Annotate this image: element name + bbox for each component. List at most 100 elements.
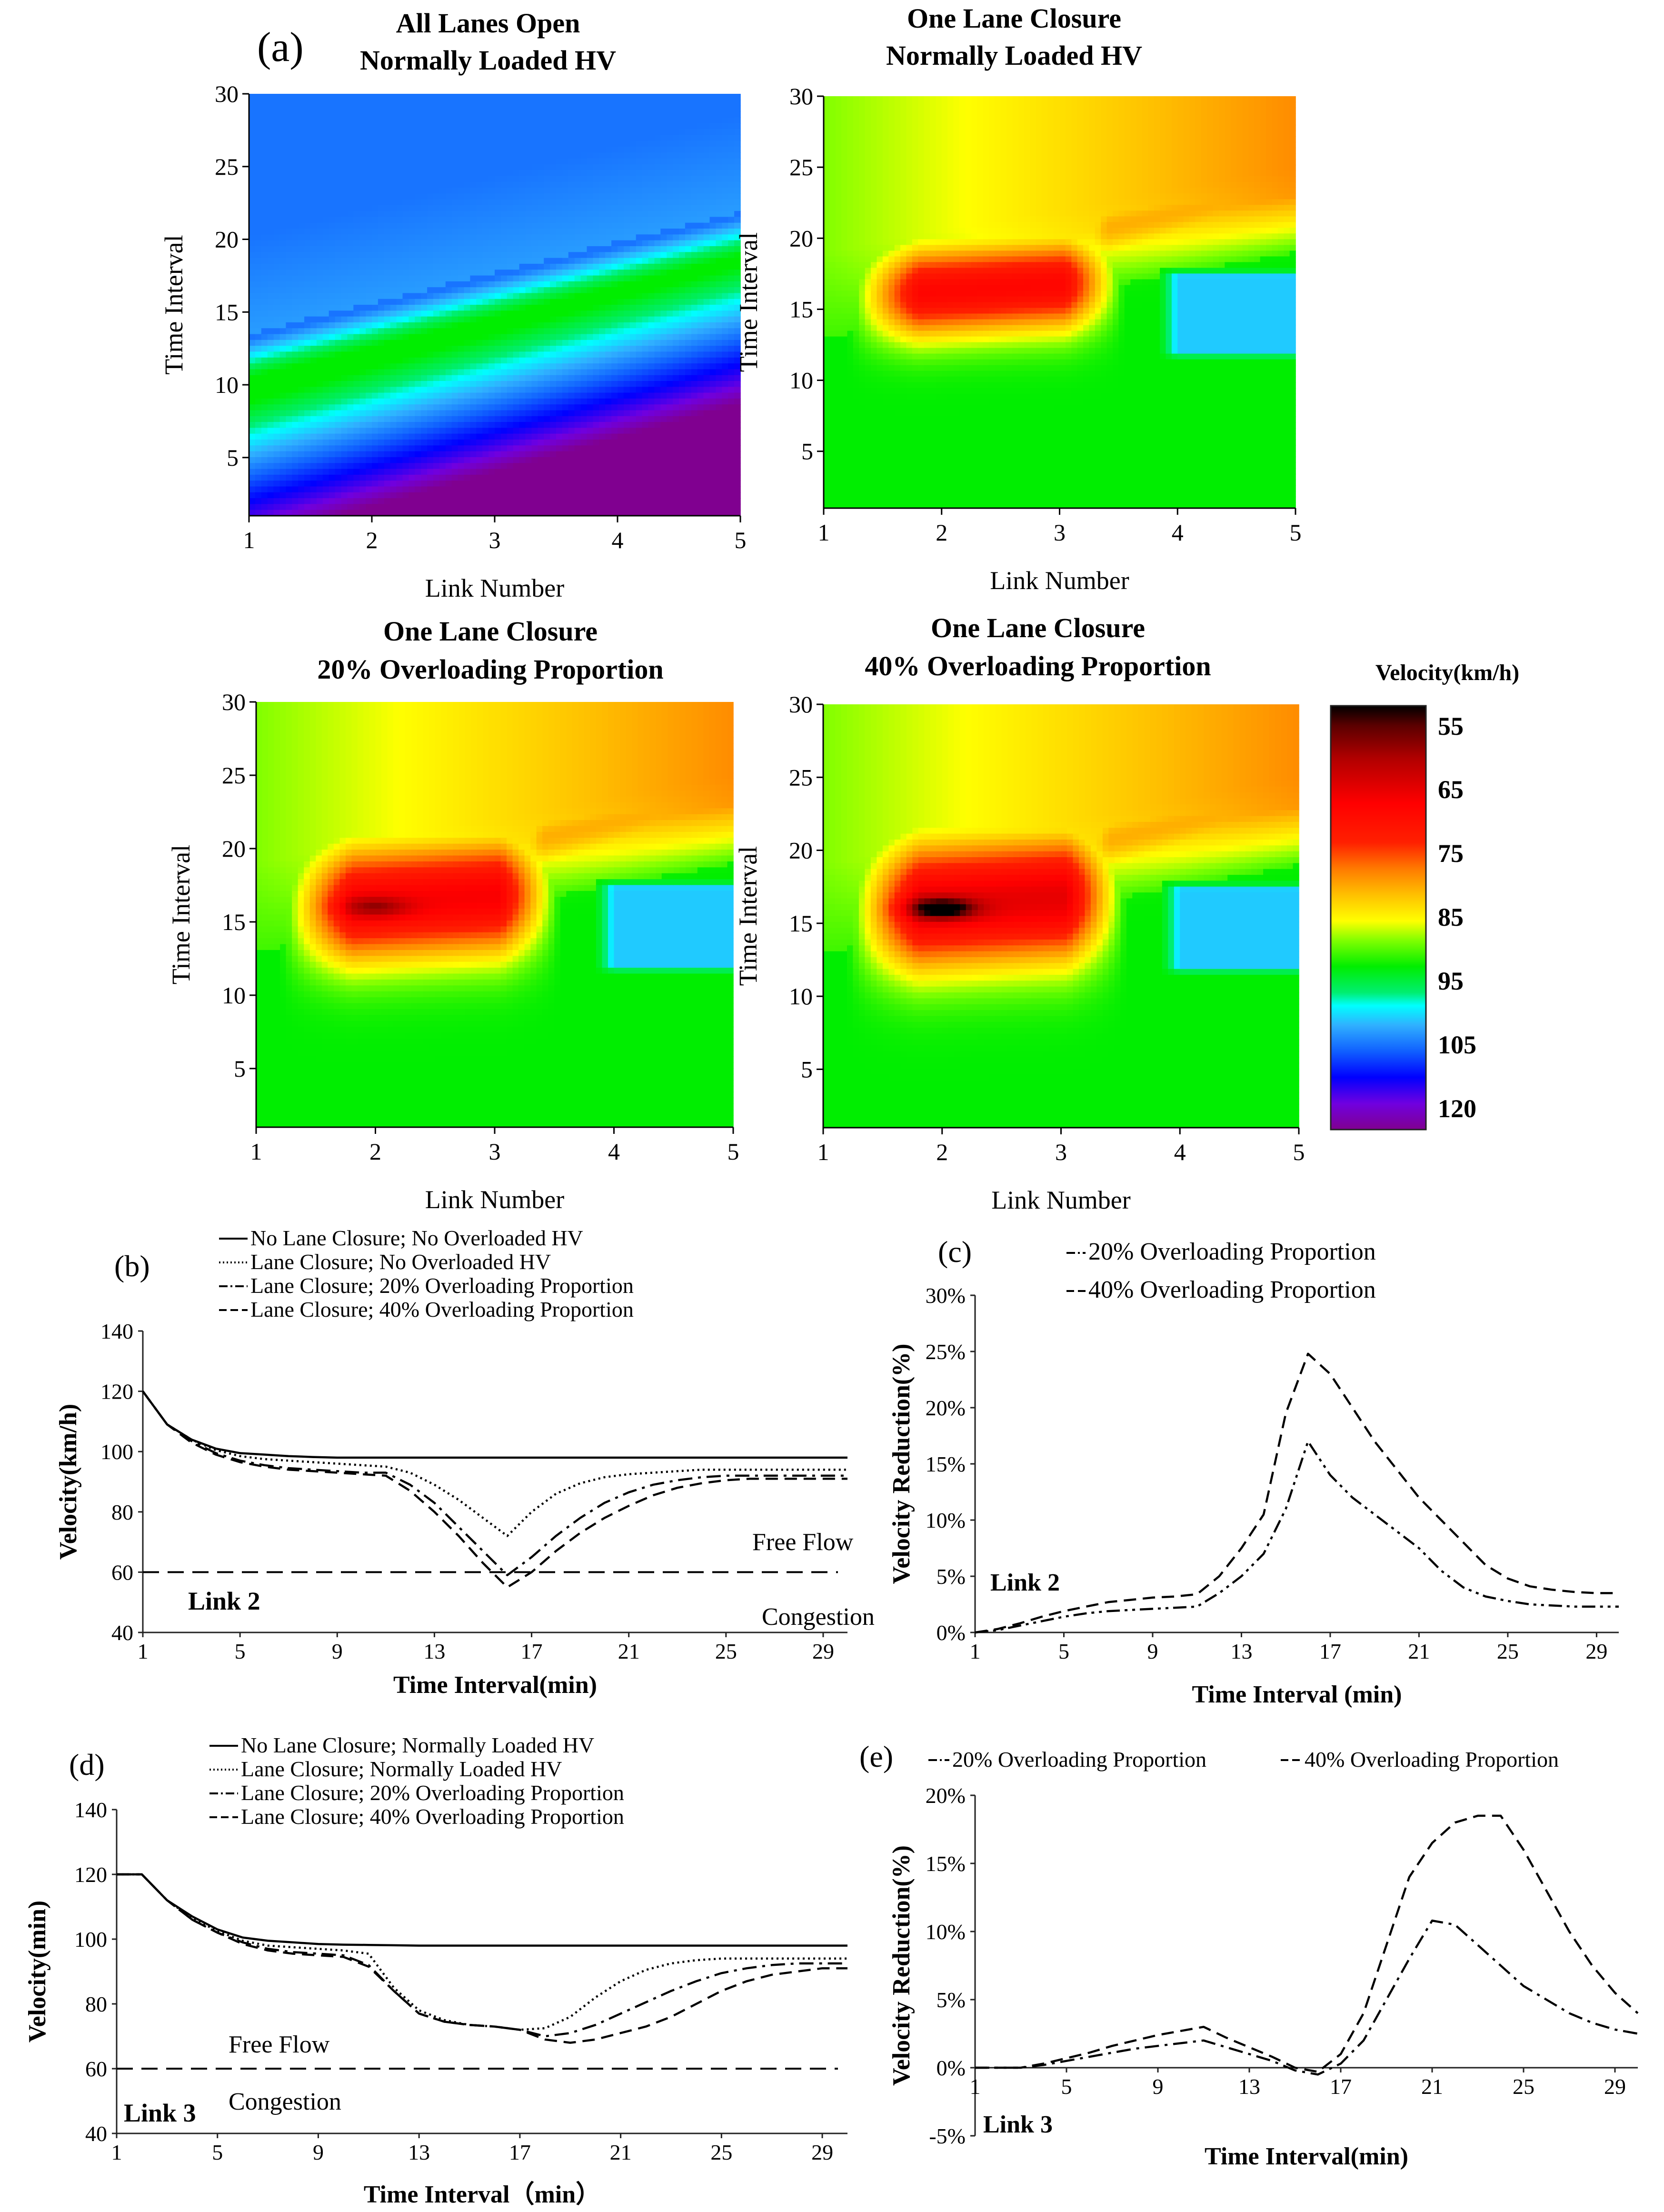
heatmap-cell: [267, 510, 274, 516]
heatmap-cell: [402, 322, 409, 329]
heatmap-cell: [347, 176, 354, 182]
heatmap-cell: [636, 316, 643, 323]
heatmap-cell: [488, 351, 495, 358]
heatmap-cell: [378, 94, 385, 100]
heatmap-cell: [599, 328, 606, 335]
heatmap-cell: [654, 123, 661, 130]
heatmap-cell: [623, 375, 630, 381]
heatmap-cell: [500, 146, 508, 153]
heatmap-cell: [292, 275, 299, 282]
heatmap-cell: [347, 310, 354, 317]
heatmap-cell: [513, 158, 520, 165]
heatmap-cell: [648, 152, 655, 159]
heatmap-cell: [519, 193, 526, 200]
heatmap-cell: [507, 205, 514, 211]
heatmap-cell: [273, 480, 280, 487]
heatmap-cell: [488, 281, 495, 288]
heatmap-cell: [593, 164, 600, 170]
heatmap-cell: [623, 181, 630, 188]
heatmap-cell: [292, 363, 299, 370]
heatmap-cell: [660, 440, 667, 446]
heatmap-cell: [495, 504, 501, 510]
heatmap-cell: [439, 346, 446, 352]
heatmap-cell: [310, 451, 317, 458]
heatmap-cell: [378, 281, 385, 288]
heatmap-cell: [488, 100, 495, 106]
heatmap-cell: [611, 433, 618, 440]
heatmap-cell: [445, 229, 452, 235]
heatmap-cell: [335, 440, 342, 446]
heatmap-cell: [470, 463, 477, 470]
heatmap-cell: [618, 193, 624, 200]
heatmap-cell: [476, 117, 483, 124]
heatmap-cell: [421, 263, 428, 270]
heatmap-cell: [580, 193, 588, 200]
heatmap-cell: [531, 387, 538, 393]
heatmap-cell: [329, 270, 336, 276]
heatmap-cell: [531, 187, 538, 194]
heatmap-cell: [519, 381, 526, 388]
heatmap-cell: [267, 293, 274, 300]
heatmap-cell: [482, 246, 489, 252]
heatmap-cell: [618, 176, 624, 182]
heatmap-cell: [341, 369, 348, 376]
heatmap-cell: [366, 422, 372, 429]
heatmap-cell: [623, 299, 630, 305]
heatmap-cell: [562, 205, 569, 211]
heatmap-cell: [593, 111, 600, 118]
heatmap-cell: [433, 299, 440, 305]
heatmap-cell: [507, 457, 514, 463]
heatmap-cell: [427, 381, 434, 388]
heatmap-cell: [329, 205, 336, 211]
heatmap-cell: [310, 187, 317, 194]
heatmap-cell: [273, 322, 280, 329]
heatmap-cell: [476, 428, 483, 434]
heatmap-cell: [384, 117, 391, 124]
heatmap-cell: [513, 375, 520, 381]
heatmap-cell: [464, 164, 471, 170]
heatmap-cell: [611, 340, 618, 346]
heatmap-cell: [396, 117, 403, 124]
heatmap-cell: [286, 305, 293, 311]
heatmap-cell: [611, 105, 618, 112]
heatmap-cell: [384, 211, 391, 218]
heatmap-cell: [538, 205, 544, 211]
heatmap-cell: [329, 140, 336, 147]
heatmap-cell: [525, 463, 532, 470]
heatmap-cell: [488, 181, 495, 188]
heatmap-cell: [562, 222, 569, 229]
heatmap-cell: [648, 94, 655, 100]
heatmap-cell: [292, 392, 299, 399]
heatmap-cell: [316, 375, 323, 381]
heatmap-cell: [267, 111, 274, 118]
heatmap-cell: [599, 469, 606, 475]
heatmap-cell: [513, 310, 520, 317]
heatmap-cell: [347, 222, 354, 229]
heatmap-cell: [286, 293, 293, 300]
heatmap-cell: [482, 181, 489, 188]
heatmap-cell: [538, 187, 544, 194]
heatmap-cell: [562, 193, 569, 200]
heatmap-cell: [402, 111, 409, 118]
heatmap-cell: [415, 181, 421, 188]
heatmap-cell: [488, 328, 495, 335]
heatmap-cell: [267, 457, 274, 463]
heatmap-cell: [500, 387, 508, 393]
heatmap-cell: [587, 270, 594, 276]
heatmap-cell: [642, 252, 649, 259]
heatmap-cell: [292, 111, 299, 118]
heatmap-cell: [396, 240, 403, 247]
heatmap-cell: [445, 451, 452, 458]
heatmap-cell: [648, 211, 655, 218]
heatmap-cell: [580, 422, 588, 429]
heatmap-cell: [304, 135, 311, 141]
heatmap-cell: [433, 457, 440, 463]
heatmap-cell: [513, 287, 520, 294]
heatmap-cell: [525, 340, 532, 346]
heatmap-cell: [500, 316, 508, 323]
heatmap-cell: [286, 181, 293, 188]
heatmap-cell: [580, 381, 588, 388]
heatmap-cell: [292, 480, 299, 487]
heatmap-cell: [587, 263, 594, 270]
heatmap-cell: [550, 463, 557, 470]
